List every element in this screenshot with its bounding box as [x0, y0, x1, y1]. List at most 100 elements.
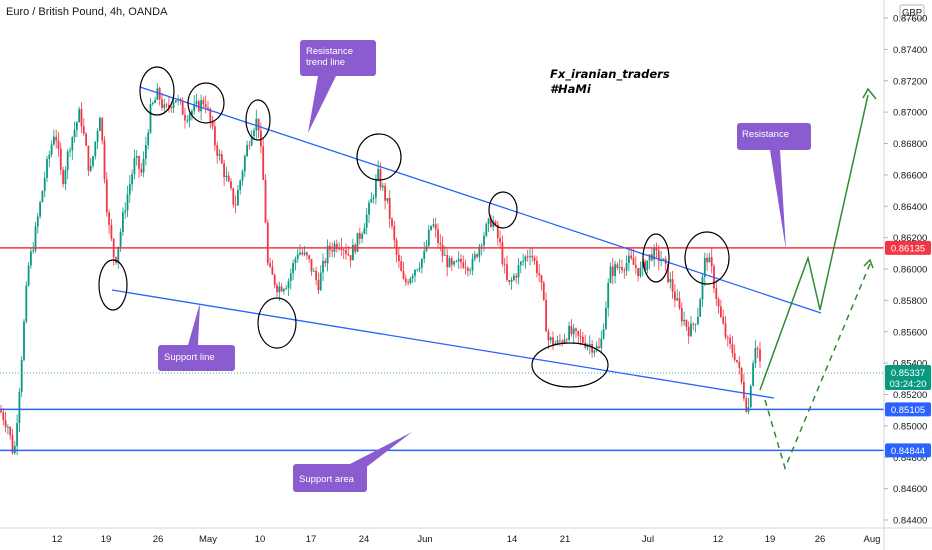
y-tick-label: 0.86600	[893, 170, 927, 181]
pivot-circle	[187, 82, 225, 124]
candle-body	[335, 243, 338, 250]
candle-body	[662, 258, 665, 261]
candle-body	[416, 269, 419, 271]
candle-body	[303, 252, 306, 255]
candle-body	[32, 250, 35, 252]
candle-body	[248, 145, 251, 147]
candle-body	[260, 130, 262, 147]
x-tick-label: 17	[306, 534, 317, 545]
candle-body	[703, 257, 706, 277]
candle-body	[575, 328, 577, 331]
candle-body	[685, 319, 688, 327]
candle-body	[271, 266, 274, 275]
candle-body	[220, 154, 223, 164]
candle-body	[227, 175, 230, 182]
candle-body	[485, 224, 488, 236]
candle-body	[296, 254, 299, 259]
candle-body	[266, 222, 269, 264]
candle-body	[450, 258, 453, 265]
candle-body	[184, 114, 186, 121]
candle-body	[278, 286, 281, 293]
candle-body	[358, 232, 361, 239]
candle-body	[71, 137, 74, 151]
candle-body	[110, 224, 113, 239]
candle-body	[377, 168, 380, 180]
y-tick-label: 0.87200	[893, 76, 927, 87]
candle-body	[165, 104, 168, 106]
candle-body	[434, 224, 437, 230]
candle-body	[386, 198, 389, 201]
candle-body	[289, 273, 292, 282]
candle-body	[545, 299, 547, 332]
candle-body	[519, 261, 522, 266]
candle-body	[214, 126, 216, 146]
candle-body	[565, 339, 568, 341]
candle-body	[276, 285, 278, 293]
candle-body	[207, 107, 209, 109]
y-tick-label: 0.85000	[893, 421, 927, 432]
candle-body	[722, 316, 725, 324]
x-tick-label: 14	[507, 534, 518, 545]
candle-body	[618, 267, 621, 269]
candle-body	[423, 250, 426, 259]
candle-body	[246, 145, 248, 157]
candle-body	[667, 263, 669, 283]
candle-body	[280, 286, 283, 292]
candle-body	[108, 212, 110, 225]
signature-line-2: #HaMi	[550, 82, 592, 96]
candle-body	[607, 282, 610, 308]
candle-body	[2, 412, 5, 421]
candle-body	[209, 108, 212, 122]
candle-body	[186, 120, 189, 122]
x-tick-label: 26	[815, 534, 826, 545]
candle-body	[529, 255, 531, 257]
candle-body	[218, 154, 221, 156]
candle-body	[269, 263, 271, 267]
pivot-circle	[245, 99, 271, 141]
candle-body	[646, 260, 649, 271]
candle-body	[292, 263, 294, 274]
candle-body	[283, 289, 285, 292]
candle-body	[715, 288, 718, 300]
candle-body	[50, 144, 53, 155]
time-axis[interactable]: 12 19 26 May 10 17 24 Jun 14 21 Jul 12 19 26 Aug	[0, 527, 932, 545]
candle-body	[306, 252, 308, 256]
x-tick-label: Jun	[417, 534, 432, 545]
candle-body	[588, 344, 591, 346]
candle-body	[149, 104, 152, 133]
candle-body	[312, 270, 315, 272]
candle-body	[398, 254, 400, 262]
candle-body	[515, 275, 518, 278]
candle-body	[326, 245, 329, 264]
candle-body	[471, 258, 474, 271]
candle-body	[731, 343, 734, 354]
candle-body	[614, 264, 616, 276]
candle-body	[379, 168, 382, 188]
candle-body	[621, 267, 623, 271]
candle-body	[264, 179, 267, 223]
signature-line-1: Fx_iranian_traders	[550, 67, 670, 82]
candle-body	[542, 282, 545, 300]
candle-body	[628, 255, 630, 264]
candle-body	[648, 254, 651, 261]
candle-body	[740, 367, 743, 382]
resistance-callout-box	[737, 123, 811, 150]
candle-body	[365, 214, 368, 228]
candle-body	[743, 381, 745, 399]
candle-body	[232, 188, 235, 205]
candle-body	[407, 282, 409, 284]
candle-body	[625, 263, 628, 271]
candle-body	[536, 260, 538, 274]
candle-body	[756, 348, 759, 350]
candle-body	[549, 337, 552, 341]
candle-body	[151, 103, 154, 105]
candle-body	[595, 346, 598, 351]
x-tick-label: 12	[713, 534, 724, 545]
candle-body	[653, 247, 656, 260]
candle-body	[257, 118, 260, 131]
candle-body	[655, 247, 658, 251]
x-tick-label: 26	[153, 534, 164, 545]
